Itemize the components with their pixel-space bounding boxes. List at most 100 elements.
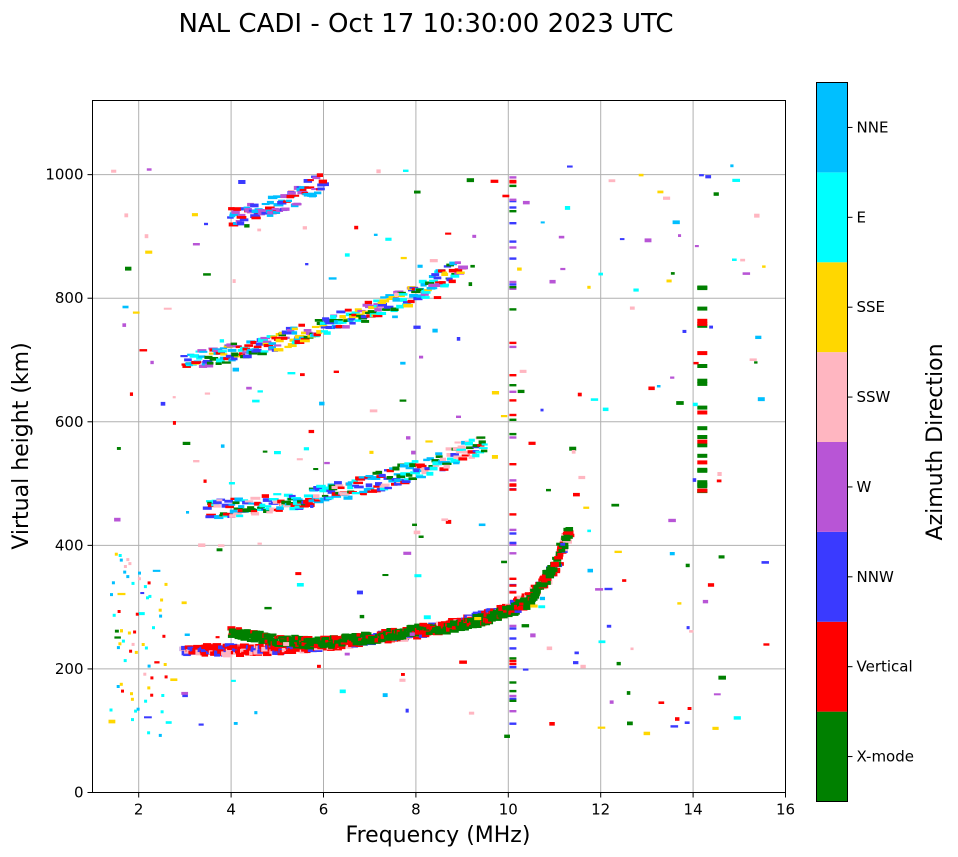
echo-point <box>509 552 517 555</box>
echo-point <box>472 234 477 238</box>
echo-point <box>456 337 461 341</box>
echo-point <box>287 343 297 348</box>
echo-point <box>417 264 423 268</box>
colorbar: X-mode Vertical NNW W SSW SSE E NNE <box>816 82 914 802</box>
echo-point <box>455 450 464 454</box>
echo-point <box>259 644 269 650</box>
echo-point <box>587 529 591 533</box>
colorbar-segment <box>816 172 848 263</box>
echo-point <box>183 652 191 657</box>
echo-point <box>266 213 274 217</box>
echo-point <box>247 348 255 353</box>
echo-point <box>114 517 121 522</box>
echo-point <box>424 467 434 470</box>
echo-point <box>616 661 621 666</box>
echo-point <box>418 279 427 284</box>
echo-point <box>319 643 327 649</box>
echo-point <box>254 501 261 506</box>
echo-point <box>324 461 330 465</box>
echo-point <box>476 436 486 439</box>
echo-point <box>252 399 260 403</box>
echo-point <box>541 574 549 579</box>
colorbar-category-label: SSW <box>857 388 891 406</box>
echo-point <box>509 240 517 243</box>
echo-point <box>419 622 428 627</box>
echo-point <box>376 305 385 308</box>
echo-point <box>462 450 471 454</box>
echo-point <box>116 447 121 450</box>
echo-point <box>408 477 418 481</box>
echo-point <box>426 471 434 476</box>
echo-point <box>291 331 298 335</box>
echo-point <box>239 352 246 356</box>
echo-point <box>381 629 392 633</box>
echo-point <box>697 285 708 290</box>
echo-point <box>246 210 256 214</box>
echo-point <box>250 510 258 514</box>
echo-point <box>314 499 321 502</box>
echo-point <box>421 289 431 294</box>
echo-point <box>399 298 407 302</box>
echo-point <box>237 509 248 513</box>
echo-point <box>502 194 510 198</box>
echo-point <box>116 685 120 688</box>
echo-point <box>657 190 664 194</box>
echo-point <box>182 693 188 698</box>
echo-point <box>509 374 517 377</box>
echo-point <box>148 594 152 598</box>
echo-point <box>627 721 633 726</box>
colorbar-category-label: NNE <box>857 118 889 136</box>
echo-point <box>732 178 741 182</box>
echo-point <box>281 648 289 653</box>
colorbar-category-label: E <box>857 208 866 226</box>
echo-point <box>414 628 423 633</box>
echo-point <box>405 473 413 477</box>
x-tick-label: 2 <box>134 801 144 819</box>
echo-point <box>686 626 690 630</box>
echo-point <box>303 447 310 451</box>
echo-point <box>112 613 116 617</box>
echo-point <box>295 572 302 576</box>
echo-point <box>450 453 459 457</box>
echo-point <box>240 643 249 648</box>
echo-point <box>404 462 414 465</box>
echo-point <box>675 717 680 721</box>
x-tick-label: 8 <box>411 801 421 819</box>
echo-point <box>413 325 421 329</box>
echo-point <box>140 592 145 595</box>
echo-point <box>136 707 140 711</box>
echo-point <box>509 681 517 684</box>
echo-point <box>130 692 133 696</box>
echo-point <box>425 631 436 635</box>
echo-point <box>410 471 420 475</box>
echo-point <box>180 355 188 358</box>
echo-point <box>267 211 277 215</box>
echo-point <box>276 641 284 646</box>
echo-point <box>215 636 220 639</box>
echo-point <box>558 548 566 553</box>
echo-point <box>158 608 162 612</box>
echo-point <box>429 279 438 283</box>
echo-point <box>629 306 635 310</box>
echo-point <box>266 634 274 640</box>
echo-point <box>236 634 243 638</box>
echo-point <box>206 500 213 503</box>
echo-point <box>325 497 334 500</box>
echo-point <box>231 352 239 357</box>
echo-point <box>509 184 517 188</box>
echo-point <box>414 190 421 194</box>
echo-point <box>509 413 517 417</box>
echo-point <box>442 271 448 274</box>
echo-point <box>144 699 148 703</box>
echo-point <box>170 678 178 682</box>
echo-point <box>291 497 302 500</box>
echo-point <box>288 494 296 499</box>
echo-point <box>361 320 370 323</box>
echo-point <box>250 496 261 500</box>
echo-point <box>233 512 242 516</box>
echo-point <box>126 558 130 562</box>
echo-point <box>242 351 250 354</box>
echo-point <box>288 649 297 654</box>
echo-point <box>449 261 457 266</box>
echo-point <box>392 466 400 471</box>
